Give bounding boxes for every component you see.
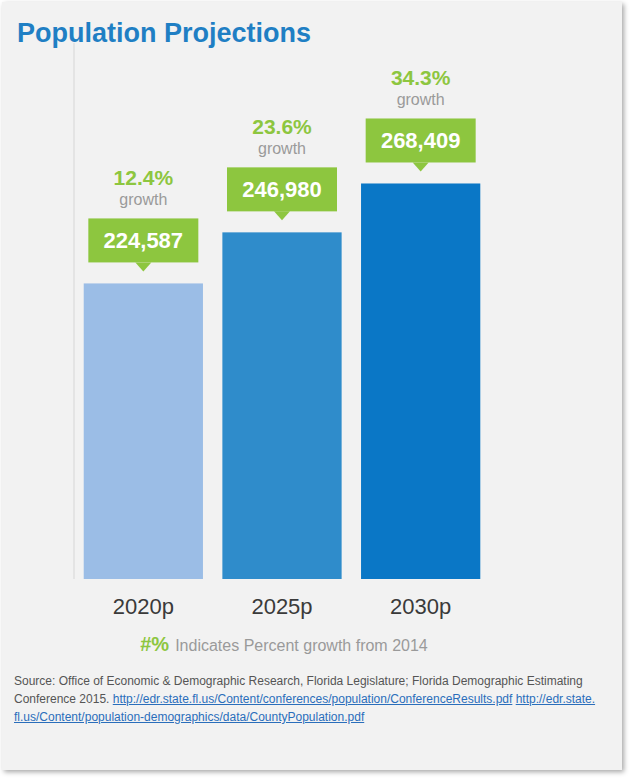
bars — [84, 183, 481, 579]
growth-percent: 34.3% — [391, 66, 451, 89]
label-box — [227, 167, 337, 211]
card — [2, 2, 622, 770]
source: Source: Office of Economic & Demographic… — [14, 672, 596, 726]
note-text: Indicates Percent growth from 2014 — [175, 637, 428, 654]
data-label: 268,409 — [366, 118, 476, 171]
growth-word: growth — [119, 191, 167, 208]
source-link[interactable]: http://edr.state.fl.us/Content/conferenc… — [113, 692, 513, 706]
y-axis-line — [74, 43, 75, 579]
bar — [361, 183, 480, 579]
note-symbol: #% — [140, 633, 169, 655]
label-pointer — [274, 211, 290, 220]
bar — [222, 232, 341, 579]
labels: 2020p 224,587 12.4% growth 2025p 246,980 23.6%… — [88, 66, 475, 619]
data-label-text: 268,409 — [381, 128, 461, 153]
growth-percent: 23.6% — [252, 115, 312, 138]
chart: Population Projections 2020p 224,587 12.4% g… — [0, 0, 632, 780]
label-pointer — [413, 162, 429, 171]
growth-word: growth — [258, 140, 306, 157]
category-label: 2020p — [113, 594, 174, 619]
data-label: 246,980 — [227, 167, 337, 220]
note: #% Indicates Percent growth from 2014 — [140, 633, 428, 655]
title: Population Projections — [17, 18, 311, 48]
label-pointer — [135, 262, 151, 271]
label-box — [366, 118, 476, 162]
data-label-text: 246,980 — [242, 177, 322, 202]
data-label-text: 224,587 — [104, 228, 184, 253]
category-label: 2030p — [390, 594, 451, 619]
bar — [84, 283, 203, 579]
growth-percent: 12.4% — [114, 166, 174, 189]
growth-word: growth — [397, 91, 445, 108]
data-label: 224,587 — [88, 218, 198, 271]
category-label: 2025p — [251, 594, 312, 619]
label-box — [88, 218, 198, 262]
